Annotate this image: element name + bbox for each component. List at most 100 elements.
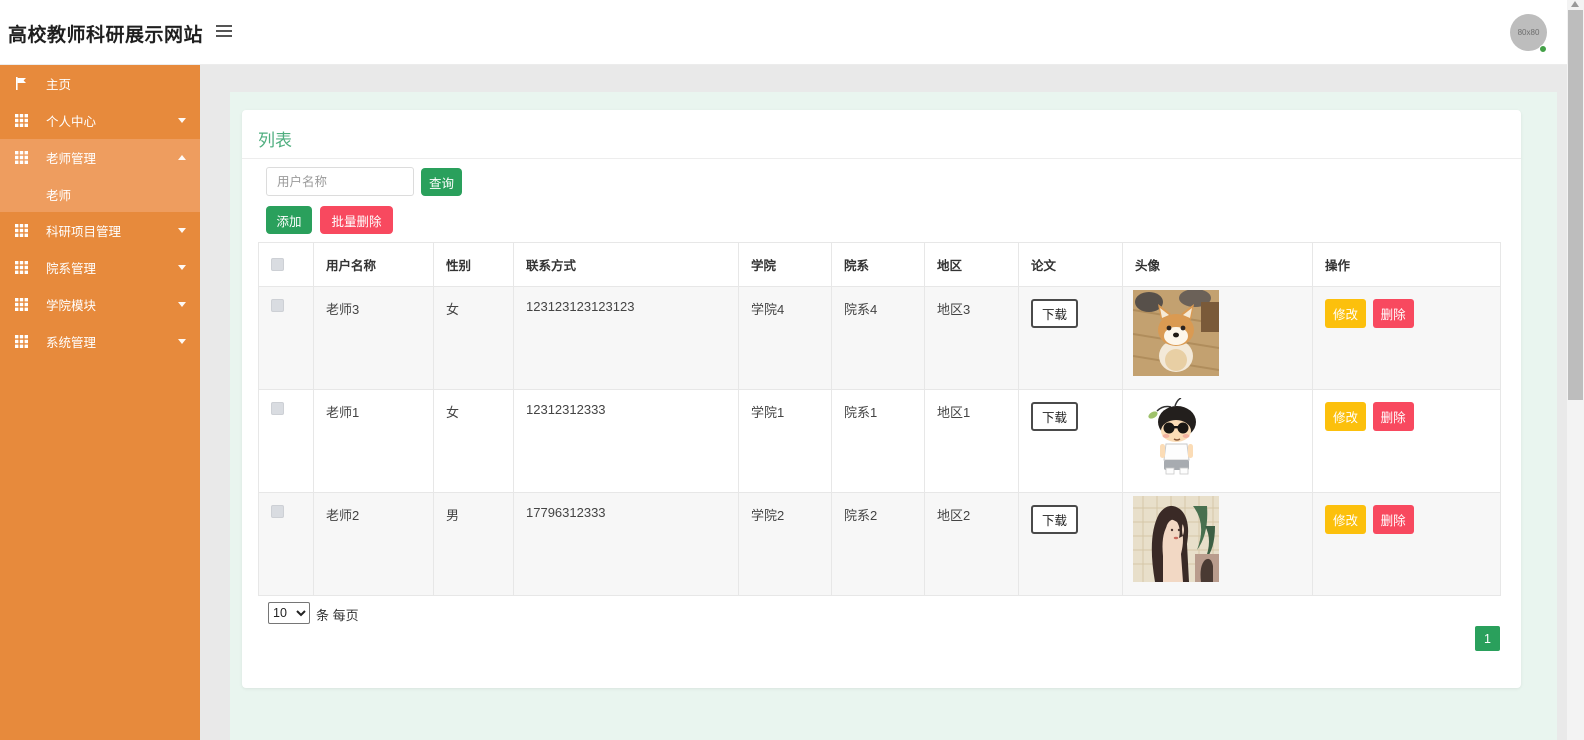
col-header-contact: 联系方式 (513, 242, 739, 287)
shiba-dog-photo (1133, 290, 1219, 376)
grid-icon (14, 151, 28, 165)
grid-icon (14, 114, 28, 128)
edit-button[interactable]: 修改 (1325, 299, 1367, 328)
page-1-button[interactable]: 1 (1475, 626, 1500, 651)
cell-region: 地区3 (924, 286, 1019, 390)
sidebar-item-label: 个人中心 (46, 115, 97, 129)
table-row: 老师3 女 123123123123123 学院4 院系4 地区3 下载 (258, 286, 1501, 390)
scroll-up-arrow-icon[interactable] (1571, 1, 1579, 7)
hamburger-menu-icon[interactable] (216, 25, 234, 39)
list-card: 列表 查询 添加 批量删除 用户名称 性别 联系方式 (242, 110, 1521, 688)
chevron-down-icon (178, 228, 186, 233)
grid-icon (14, 224, 28, 238)
col-header-actions: 操作 (1312, 242, 1501, 287)
row-checkbox[interactable] (271, 505, 284, 518)
user-avatar[interactable]: 80x80 (1510, 14, 1547, 51)
grid-icon (14, 298, 28, 312)
page-size-select[interactable]: 10 (268, 602, 310, 624)
sidebar-nav: 主页 个人中心 老师管理 老师 科研项目管理 院系管理 (0, 65, 200, 740)
flag-icon (14, 77, 28, 91)
edit-button[interactable]: 修改 (1325, 402, 1367, 431)
col-header-avatar: 头像 (1122, 242, 1313, 287)
table-row: 老师2 男 17796312333 学院2 院系2 地区2 下载 (258, 492, 1501, 596)
cell-college: 学院1 (738, 389, 832, 493)
main-content: 列表 查询 添加 批量删除 用户名称 性别 联系方式 (200, 65, 1567, 740)
cartoon-boy-drawing (1133, 398, 1219, 484)
sidebar-item-label: 主页 (46, 78, 72, 92)
cell-department: 院系1 (831, 389, 925, 493)
cell-contact: 123123123123123 (513, 286, 739, 390)
cell-username: 老师2 (313, 492, 434, 596)
query-button[interactable]: 查询 (421, 168, 462, 196)
cell-department: 院系2 (831, 492, 925, 596)
sidebar-item-label: 学院模块 (46, 299, 97, 313)
cell-region: 地区2 (924, 492, 1019, 596)
download-paper-button[interactable]: 下载 (1031, 505, 1079, 534)
chevron-down-icon (178, 302, 186, 307)
scrollbar-thumb[interactable] (1568, 10, 1583, 400)
col-header-username: 用户名称 (313, 242, 434, 287)
online-status-dot (1539, 45, 1547, 53)
chevron-up-icon (178, 155, 186, 160)
delete-button[interactable]: 删除 (1372, 505, 1414, 534)
sidebar-item-label: 系统管理 (46, 336, 97, 350)
sidebar-item-college-module[interactable]: 学院模块 (0, 286, 200, 323)
avatar-placeholder-text: 80x80 (1517, 28, 1540, 37)
sidebar-item-label: 院系管理 (46, 262, 97, 276)
sidebar-item-department-management[interactable]: 院系管理 (0, 249, 200, 286)
sidebar-item-system-management[interactable]: 系统管理 (0, 323, 200, 360)
grid-icon (14, 261, 28, 275)
cell-region: 地区1 (924, 389, 1019, 493)
chevron-down-icon (178, 118, 186, 123)
col-header-department: 院系 (831, 242, 925, 287)
divider (242, 158, 1521, 159)
search-input[interactable] (266, 167, 414, 196)
sidebar-item-label: 老师管理 (46, 152, 97, 166)
top-header: 高校教师科研展示网站 80x80 (0, 0, 1584, 65)
download-paper-button[interactable]: 下载 (1031, 402, 1079, 431)
cell-contact: 17796312333 (513, 492, 739, 596)
add-button[interactable]: 添加 (266, 206, 312, 234)
col-header-college: 学院 (738, 242, 832, 287)
table-row: 老师1 女 12312312333 学院1 院系1 地区1 下载 (258, 389, 1501, 493)
col-header-region: 地区 (924, 242, 1019, 287)
content-wrapper: 列表 查询 添加 批量删除 用户名称 性别 联系方式 (230, 92, 1557, 740)
sidebar-item-label: 科研项目管理 (46, 225, 122, 239)
cell-username: 老师3 (313, 286, 434, 390)
batch-delete-button[interactable]: 批量删除 (320, 206, 393, 234)
sidebar-expanded-group: 老师管理 老师 (0, 139, 200, 212)
cell-department: 院系4 (831, 286, 925, 390)
sidebar-item-teacher-management[interactable]: 老师管理 (0, 139, 200, 176)
cell-contact: 12312312333 (513, 389, 739, 493)
sidebar-item-research-project-management[interactable]: 科研项目管理 (0, 212, 200, 249)
col-header-gender: 性别 (433, 242, 514, 287)
row-checkbox[interactable] (271, 299, 284, 312)
download-paper-button[interactable]: 下载 (1031, 299, 1079, 328)
col-header-paper: 论文 (1018, 242, 1123, 287)
grid-icon (14, 335, 28, 349)
page-title: 列表 (258, 131, 292, 150)
sidebar-item-home[interactable]: 主页 (0, 65, 200, 102)
chevron-down-icon (178, 265, 186, 270)
cell-gender: 女 (433, 286, 514, 390)
sidebar-subitem-label: 老师 (46, 188, 72, 203)
delete-button[interactable]: 删除 (1372, 299, 1414, 328)
cell-gender: 女 (433, 389, 514, 493)
chevron-down-icon (178, 339, 186, 344)
cell-gender: 男 (433, 492, 514, 596)
delete-button[interactable]: 删除 (1372, 402, 1414, 431)
app-title: 高校教师科研展示网站 (8, 25, 204, 46)
select-all-checkbox[interactable] (271, 258, 284, 271)
table-header-row: 用户名称 性别 联系方式 学院 院系 地区 论文 头像 操作 (258, 242, 1501, 287)
vertical-scrollbar[interactable] (1567, 0, 1584, 740)
cell-college: 学院4 (738, 286, 832, 390)
row-checkbox[interactable] (271, 402, 284, 415)
sidebar-item-personal-center[interactable]: 个人中心 (0, 102, 200, 139)
per-page-label: 条 每页 (316, 608, 359, 623)
edit-button[interactable]: 修改 (1325, 505, 1367, 534)
cell-username: 老师1 (313, 389, 434, 493)
cell-college: 学院2 (738, 492, 832, 596)
teacher-table: 用户名称 性别 联系方式 学院 院系 地区 论文 头像 操作 (258, 242, 1501, 596)
sidebar-subitem-teacher[interactable]: 老师 (0, 176, 200, 212)
girl-illustration (1133, 496, 1219, 582)
